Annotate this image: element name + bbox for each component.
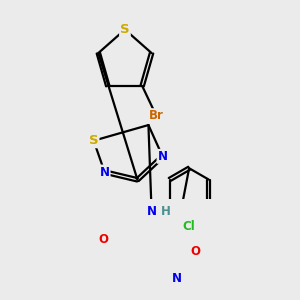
Text: N: N [172, 272, 182, 285]
Text: S: S [120, 23, 130, 36]
Text: Cl: Cl [183, 220, 196, 233]
Text: Br: Br [149, 109, 164, 122]
Text: N: N [147, 205, 157, 218]
Text: N: N [158, 150, 167, 163]
Text: O: O [98, 233, 108, 246]
Text: S: S [89, 134, 98, 147]
Text: H: H [161, 205, 171, 218]
Text: N: N [100, 166, 110, 178]
Text: O: O [190, 245, 200, 258]
